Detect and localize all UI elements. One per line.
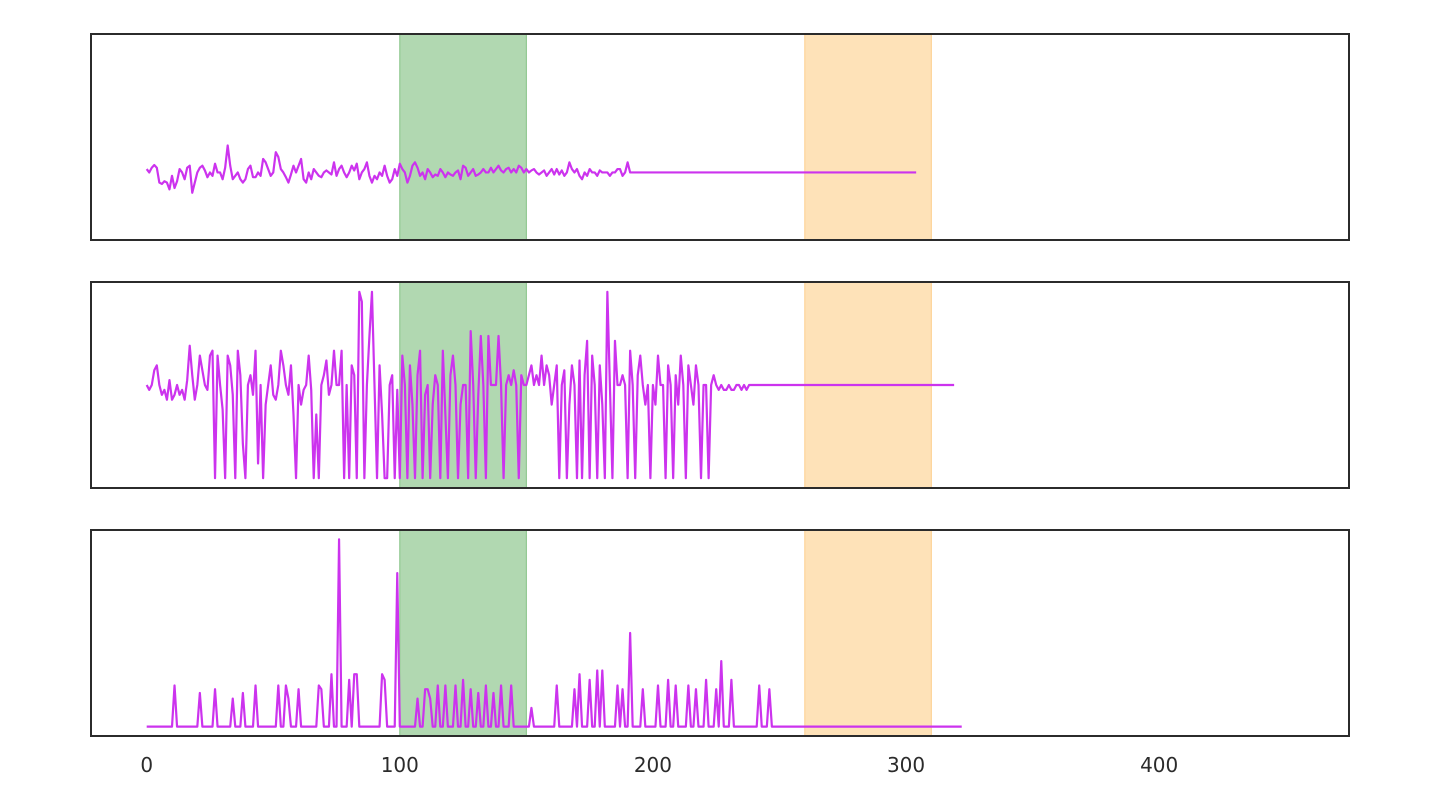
x-tick-label: 200: [634, 753, 672, 777]
panel-1: [90, 33, 1350, 241]
series-line: [145, 144, 917, 194]
x-tick-label: 300: [887, 753, 925, 777]
x-tick-label: 0: [140, 753, 153, 777]
panel-3: [90, 529, 1350, 737]
panels-layer: [90, 33, 1350, 737]
panel-frame: [90, 33, 1350, 241]
x-tick-label: 400: [1140, 753, 1178, 777]
x-axis: 0 100 200 300 400: [140, 753, 1178, 777]
highlight-region-2: [804, 33, 932, 241]
x-tick-label: 100: [381, 753, 419, 777]
series-line: [146, 538, 962, 728]
panel-frame: [90, 529, 1350, 737]
highlight-region-1: [399, 33, 527, 241]
panel-frame: [90, 281, 1350, 489]
series-line: [145, 290, 955, 480]
highlight-region-2: [804, 529, 932, 737]
panel-2: [90, 281, 1350, 489]
